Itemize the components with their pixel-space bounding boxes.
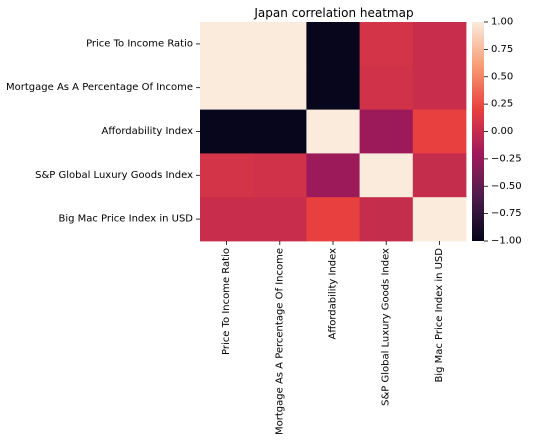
heatmap-cell bbox=[253, 153, 307, 198]
column-label: Mortgage As A Percentage Of Income bbox=[274, 248, 285, 435]
colorbar-tick-label: −0.50 bbox=[491, 181, 522, 192]
heatmap-cell bbox=[306, 153, 360, 198]
heatmap-cell bbox=[359, 153, 414, 198]
heatmap-cell bbox=[200, 65, 254, 110]
colorbar-tick-label: −0.25 bbox=[491, 153, 522, 164]
colorbar-tick-label: 0.25 bbox=[491, 99, 513, 110]
heatmap-cell bbox=[253, 197, 307, 242]
colorbar-tick-label: −0.75 bbox=[491, 208, 522, 219]
colorbar-tick-label: 0.00 bbox=[491, 126, 513, 137]
heatmap-cells bbox=[200, 22, 467, 242]
heatmap-cell bbox=[306, 22, 360, 67]
heatmap-cell bbox=[306, 109, 360, 154]
heatmap-cell bbox=[306, 197, 360, 242]
column-label: Affordability Index bbox=[328, 248, 339, 340]
heatmap-cell bbox=[412, 109, 467, 154]
heatmap-cell bbox=[200, 153, 254, 198]
row-label: S&P Global Luxury Goods Index bbox=[35, 170, 193, 181]
heatmap-cell bbox=[359, 65, 414, 110]
column-label: Big Mac Price Index in USD bbox=[434, 248, 445, 383]
row-label: Price To Income Ratio bbox=[86, 38, 193, 49]
heatmap-cell bbox=[412, 153, 467, 198]
colorbar-tick-label: 0.75 bbox=[491, 44, 513, 55]
column-labels: Price To Income Ratio Mortgage As A Perce… bbox=[221, 241, 445, 435]
heatmap-cell bbox=[359, 22, 414, 67]
colorbar bbox=[472, 22, 484, 241]
heatmap-cell bbox=[253, 109, 307, 154]
heatmap-cell bbox=[253, 65, 307, 110]
heatmap-cell bbox=[200, 109, 254, 154]
colorbar-tick-label: 0.50 bbox=[491, 71, 513, 82]
heatmap-cell bbox=[412, 65, 467, 110]
colorbar-tick-label: −1.00 bbox=[491, 236, 522, 247]
heatmap-cell bbox=[359, 197, 414, 242]
heatmap-cell bbox=[200, 197, 254, 242]
row-label: Affordability Index bbox=[102, 126, 194, 137]
colorbar-ticks: 1.00 0.75 0.50 0.25 0.00 −0.25 −0.50 −0.75 −1.00 bbox=[484, 17, 522, 247]
heatmap-cell bbox=[306, 65, 360, 110]
row-label: Mortgage As A Percentage Of Income bbox=[6, 82, 193, 93]
colorbar-tick-label: 1.00 bbox=[491, 17, 513, 28]
heatmap-cell bbox=[412, 22, 467, 67]
column-label: Price To Income Ratio bbox=[221, 248, 232, 355]
heatmap-cell bbox=[200, 22, 254, 67]
row-label: Big Mac Price Index in USD bbox=[58, 214, 193, 225]
heatmap-cell bbox=[253, 22, 307, 67]
column-label: S&P Global Luxury Goods Index bbox=[381, 248, 392, 406]
heatmap-cell bbox=[412, 197, 467, 242]
row-labels: Price To Income Ratio Mortgage As A Perce… bbox=[6, 38, 200, 225]
chart-title: Japan correlation heatmap bbox=[253, 6, 413, 20]
heatmap-cell bbox=[359, 109, 414, 154]
